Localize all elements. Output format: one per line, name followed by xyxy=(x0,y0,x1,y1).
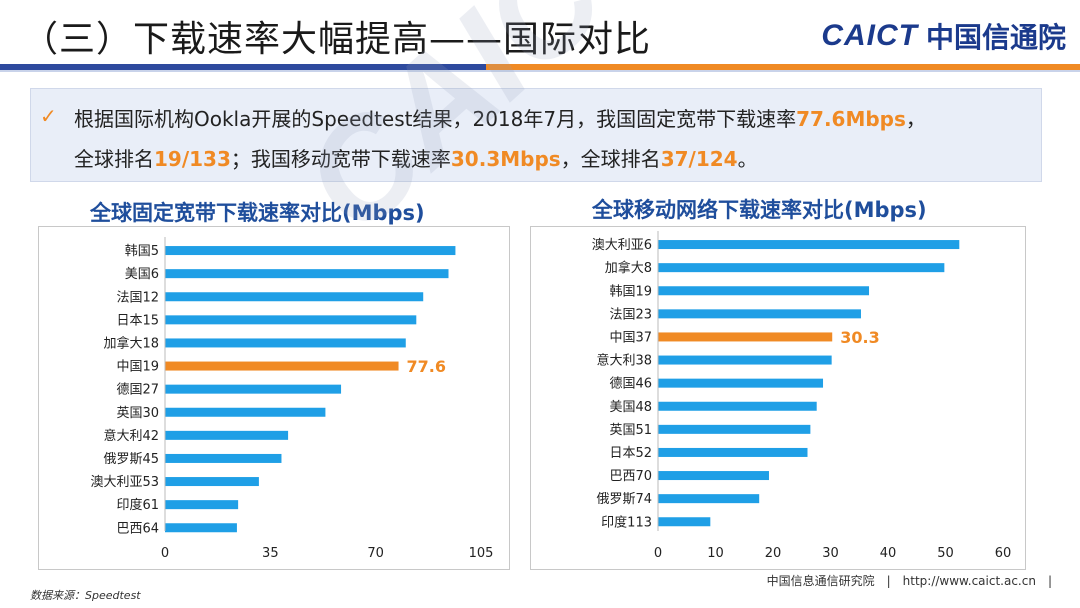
category-label-3: 法国23 xyxy=(609,307,652,322)
category-label-9: 俄罗斯45 xyxy=(103,452,159,467)
summary-text: ，全球排名 xyxy=(560,147,661,171)
x-tick-label-3: 30 xyxy=(822,546,839,561)
x-tick-label-1: 35 xyxy=(262,546,279,561)
category-label-11: 印度61 xyxy=(116,497,159,513)
summary-box xyxy=(30,88,1042,182)
x-tick-label-6: 60 xyxy=(995,546,1012,561)
chart-title-fixed: 全球固定宽带下载速率对比(Mbps) xyxy=(90,201,425,225)
category-label-6: 德国46 xyxy=(609,377,652,392)
chart-panel-fixed: 韩国5 美国6 法国12 日本15 加拿大18 中国19 77.6 德国27 英国30 意大利42… xyxy=(38,226,510,570)
category-label-5: 意大利38 xyxy=(596,353,652,369)
category-label-10: 巴西70 xyxy=(609,469,652,484)
category-label-0: 韩国5 xyxy=(125,244,159,259)
category-label-5: 中国19 xyxy=(116,360,159,375)
highlight-data-label: 30.3 xyxy=(840,328,879,347)
bar-7 xyxy=(165,407,326,417)
category-label-2: 法国12 xyxy=(116,290,159,305)
category-label-2: 韩国19 xyxy=(609,284,652,299)
summary-text: 全球排名 xyxy=(74,147,154,171)
category-label-0: 澳大利亚6 xyxy=(592,237,652,253)
bar-9 xyxy=(658,447,808,457)
x-tick-label-4: 40 xyxy=(880,546,897,561)
summary-highlight: 37/124 xyxy=(660,147,738,171)
category-label-12: 巴西64 xyxy=(116,521,159,536)
logo-english: CAICT xyxy=(821,19,918,52)
category-label-3: 日本15 xyxy=(116,313,159,328)
footer-source: 数据来源：Speedtest xyxy=(30,589,141,602)
header-divider-thin xyxy=(0,70,1080,72)
summary-text: 。 xyxy=(737,147,758,171)
category-label-8: 意大利42 xyxy=(103,428,159,444)
bar-5 xyxy=(165,361,399,371)
summary-line-1: 根据国际机构Ookla开展的Speedtest结果，2018年7月，我国固定宽带… xyxy=(74,103,926,132)
bar-11 xyxy=(658,494,760,504)
category-label-1: 美国6 xyxy=(125,267,159,282)
highlight-data-label: 77.6 xyxy=(407,357,446,376)
bar-11 xyxy=(165,500,239,510)
summary-highlight: 77.6Mbps xyxy=(796,107,906,131)
x-tick-label-1: 10 xyxy=(707,546,724,561)
logo-chinese: 中国信通院 xyxy=(925,21,1066,54)
page-title: （三）下载速率大幅提高——国际对比 xyxy=(22,19,652,60)
category-label-10: 澳大利亚53 xyxy=(90,474,159,490)
bar-8 xyxy=(658,424,811,434)
category-label-12: 印度113 xyxy=(601,514,652,530)
chart-mobile-network: 澳大利亚6 加拿大8 韩国19 法国23 中国37 30.3 意大利38 德国46 美国48 英国… xyxy=(592,231,1012,561)
bar-10 xyxy=(658,471,769,481)
bar-10 xyxy=(165,477,259,487)
bar-9 xyxy=(165,453,282,463)
bar-4 xyxy=(165,338,406,348)
bar-12 xyxy=(165,523,237,533)
check-icon: ✓ xyxy=(40,104,57,128)
header-divider xyxy=(0,64,1080,70)
bar-1 xyxy=(658,263,945,273)
category-label-4: 加拿大18 xyxy=(103,335,159,351)
bar-1 xyxy=(165,269,449,279)
x-tick-label-3: 105 xyxy=(469,546,494,561)
x-tick-label-0: 0 xyxy=(654,546,662,561)
category-label-7: 英国30 xyxy=(116,406,159,421)
bar-3 xyxy=(658,309,861,319)
chart-title-mobile: 全球移动网络下载速率对比(Mbps) xyxy=(592,198,927,222)
summary-line-2: 全球排名19/133；我国移动宽带下载速率30.3Mbps，全球排名37/124… xyxy=(74,143,758,172)
summary-text: ， xyxy=(905,107,926,131)
category-label-6: 德国27 xyxy=(116,383,159,398)
category-label-4: 中国37 xyxy=(609,330,652,345)
footer-org: 中国信息通信研究院 | http://www.caict.ac.cn | xyxy=(766,574,1052,588)
category-label-11: 俄罗斯74 xyxy=(596,492,652,507)
bar-0 xyxy=(165,246,456,256)
bar-0 xyxy=(658,240,960,250)
bar-6 xyxy=(165,384,342,394)
category-label-1: 加拿大8 xyxy=(605,260,652,276)
category-label-9: 日本52 xyxy=(609,446,652,461)
bar-8 xyxy=(165,430,289,440)
bar-3 xyxy=(165,315,417,325)
caict-logo: CAICT 中国信通院 xyxy=(821,16,1066,56)
x-tick-label-5: 50 xyxy=(937,546,954,561)
summary-text: ；我国移动宽带下载速率 xyxy=(230,147,451,171)
x-tick-label-2: 70 xyxy=(367,546,384,561)
x-tick-label-2: 20 xyxy=(765,546,782,561)
bar-2 xyxy=(165,292,424,302)
summary-highlight: 19/133 xyxy=(154,147,231,171)
summary-highlight: 30.3Mbps xyxy=(450,147,561,171)
bar-2 xyxy=(658,286,870,296)
category-label-7: 美国48 xyxy=(609,400,652,415)
bar-5 xyxy=(658,355,832,365)
summary-text: 根据国际机构Ookla开展的Speedtest结果，2018年7月，我国固定宽带… xyxy=(74,107,797,131)
bar-4 xyxy=(658,332,833,342)
chart-fixed-broadband: 韩国5 美国6 法国12 日本15 加拿大18 中国19 77.6 德国27 英国30 意大利42… xyxy=(90,237,494,561)
x-tick-label-0: 0 xyxy=(161,546,169,561)
bar-12 xyxy=(658,517,711,527)
bar-6 xyxy=(658,378,824,388)
chart-panel-mobile: 澳大利亚6 加拿大8 韩国19 法国23 中国37 30.3 意大利38 德国46 美国48 英国… xyxy=(530,226,1026,570)
category-label-8: 英国51 xyxy=(609,423,652,438)
bar-7 xyxy=(658,401,817,411)
